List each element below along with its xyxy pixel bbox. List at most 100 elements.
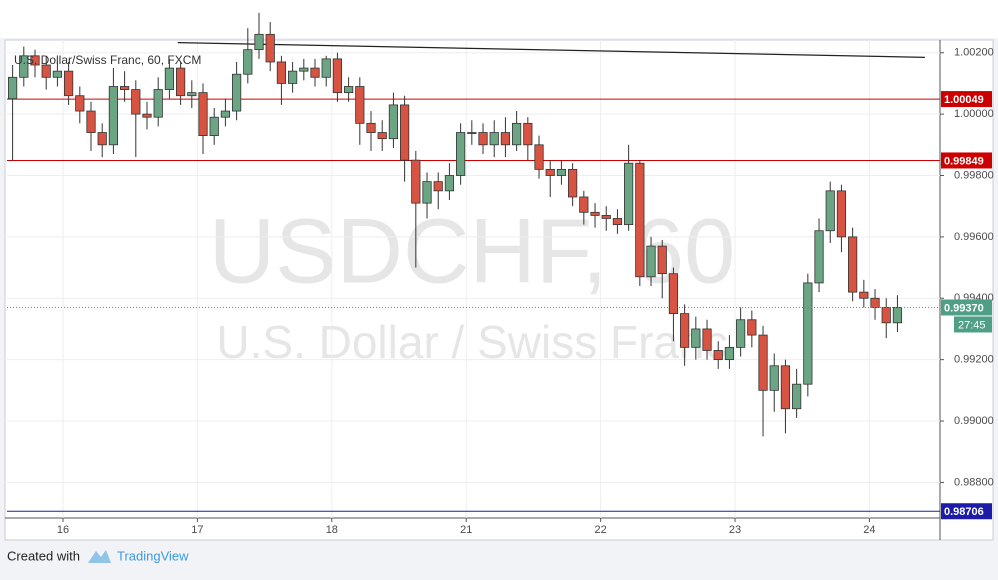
candle-body xyxy=(568,168,578,198)
candle-body xyxy=(892,307,903,324)
candle-body xyxy=(153,89,163,118)
candle-body xyxy=(724,346,735,361)
price-level-tag xyxy=(941,152,992,169)
candle-body xyxy=(75,95,85,112)
candle-body xyxy=(97,132,107,146)
y-tick-label: 1.00200 xyxy=(954,47,994,59)
candle-body xyxy=(388,104,399,140)
candle-body xyxy=(254,33,264,51)
candle-body xyxy=(288,70,298,84)
candle-body xyxy=(176,67,186,97)
last-price-label: 0.99370 xyxy=(944,302,984,314)
y-tick-label: 0.99600 xyxy=(954,231,994,243)
x-tick-label: 17 xyxy=(191,524,203,536)
candle-body xyxy=(422,181,432,204)
candle-body xyxy=(668,273,679,315)
candle-body xyxy=(86,110,96,133)
candle-body xyxy=(321,58,331,78)
candle-body xyxy=(344,86,354,94)
candle-body xyxy=(164,67,175,90)
watermark-subtitle: U.S. Dollar / Swiss Franc xyxy=(216,316,727,368)
price-level-label: 0.98706 xyxy=(944,506,984,518)
y-tick-label: 1.00000 xyxy=(954,108,994,120)
y-tick-label: 0.99000 xyxy=(954,415,994,427)
candle-body xyxy=(377,132,387,140)
candle-body xyxy=(131,89,141,115)
x-tick-label: 24 xyxy=(863,524,875,536)
candle-body xyxy=(556,168,567,176)
candle-body xyxy=(758,334,768,391)
chart-panel xyxy=(4,39,994,541)
candle-body xyxy=(243,49,253,75)
candle-body xyxy=(232,73,242,112)
candle-body xyxy=(19,55,29,78)
candle-body xyxy=(366,122,376,133)
candle-body xyxy=(624,162,634,226)
candle-body xyxy=(579,196,589,213)
candle-body xyxy=(433,181,443,192)
candle-body xyxy=(691,328,701,348)
candle-body xyxy=(332,58,343,94)
footer-text: Created with xyxy=(7,548,80,563)
footer-brand[interactable]: TradingView xyxy=(117,548,189,563)
x-tick-label: 23 xyxy=(729,524,741,536)
x-tick-label: 18 xyxy=(326,524,338,536)
candle-body xyxy=(467,132,477,134)
plot-area xyxy=(7,12,940,518)
x-tick-label: 16 xyxy=(57,524,69,536)
candle-body xyxy=(265,33,275,63)
watermark: USDCHF, 60 xyxy=(209,200,736,302)
candle-body xyxy=(478,132,488,146)
candle-body xyxy=(400,104,410,161)
candle-body xyxy=(780,365,791,410)
candle-body xyxy=(411,159,421,204)
candle-body xyxy=(803,282,813,385)
candle-body xyxy=(523,122,533,146)
candle-body xyxy=(41,64,51,78)
x-tick-label: 22 xyxy=(595,524,607,536)
candle-body xyxy=(702,328,712,351)
candle-body xyxy=(870,297,880,308)
candle-body xyxy=(747,319,757,336)
candle-body xyxy=(534,144,544,170)
chart-title: U.S. Dollar/Swiss Franc, 60, FXCM xyxy=(14,53,201,67)
candle-body xyxy=(198,92,208,137)
candle-body xyxy=(52,70,63,78)
candle-body xyxy=(836,190,847,238)
candle-body xyxy=(512,122,522,146)
last-price-tag xyxy=(941,299,992,316)
countdown-label: 27:45 xyxy=(958,319,986,331)
candle-body xyxy=(881,307,891,324)
price-level-tag xyxy=(941,91,992,108)
candle-body xyxy=(276,61,287,84)
candle-body xyxy=(736,319,746,348)
candle-body xyxy=(142,113,152,118)
footer xyxy=(0,541,998,575)
candle-body xyxy=(456,132,466,176)
tradingview-logo xyxy=(88,550,111,563)
candle-body xyxy=(848,236,858,293)
candle-body xyxy=(713,350,723,361)
candle-body xyxy=(545,168,555,176)
candle-body xyxy=(635,162,645,278)
y-tick-label: 0.99800 xyxy=(954,169,994,181)
candle-body xyxy=(792,383,802,410)
candle-body xyxy=(601,214,611,219)
candle-body xyxy=(355,86,365,124)
candle-body xyxy=(657,245,667,275)
trend-line xyxy=(177,42,925,58)
candle-body xyxy=(769,365,779,391)
y-tick-label: 0.99200 xyxy=(954,354,994,366)
candle-body xyxy=(30,55,40,66)
candle-body xyxy=(489,132,499,146)
candle-body xyxy=(187,92,197,97)
candle-body xyxy=(8,76,18,100)
top-bar xyxy=(0,0,998,38)
candle-body xyxy=(680,313,690,348)
price-level-label: 0.99849 xyxy=(944,155,984,167)
candle-body xyxy=(310,67,320,78)
candle-body xyxy=(859,291,869,299)
y-tick-label: 0.98800 xyxy=(954,476,994,488)
